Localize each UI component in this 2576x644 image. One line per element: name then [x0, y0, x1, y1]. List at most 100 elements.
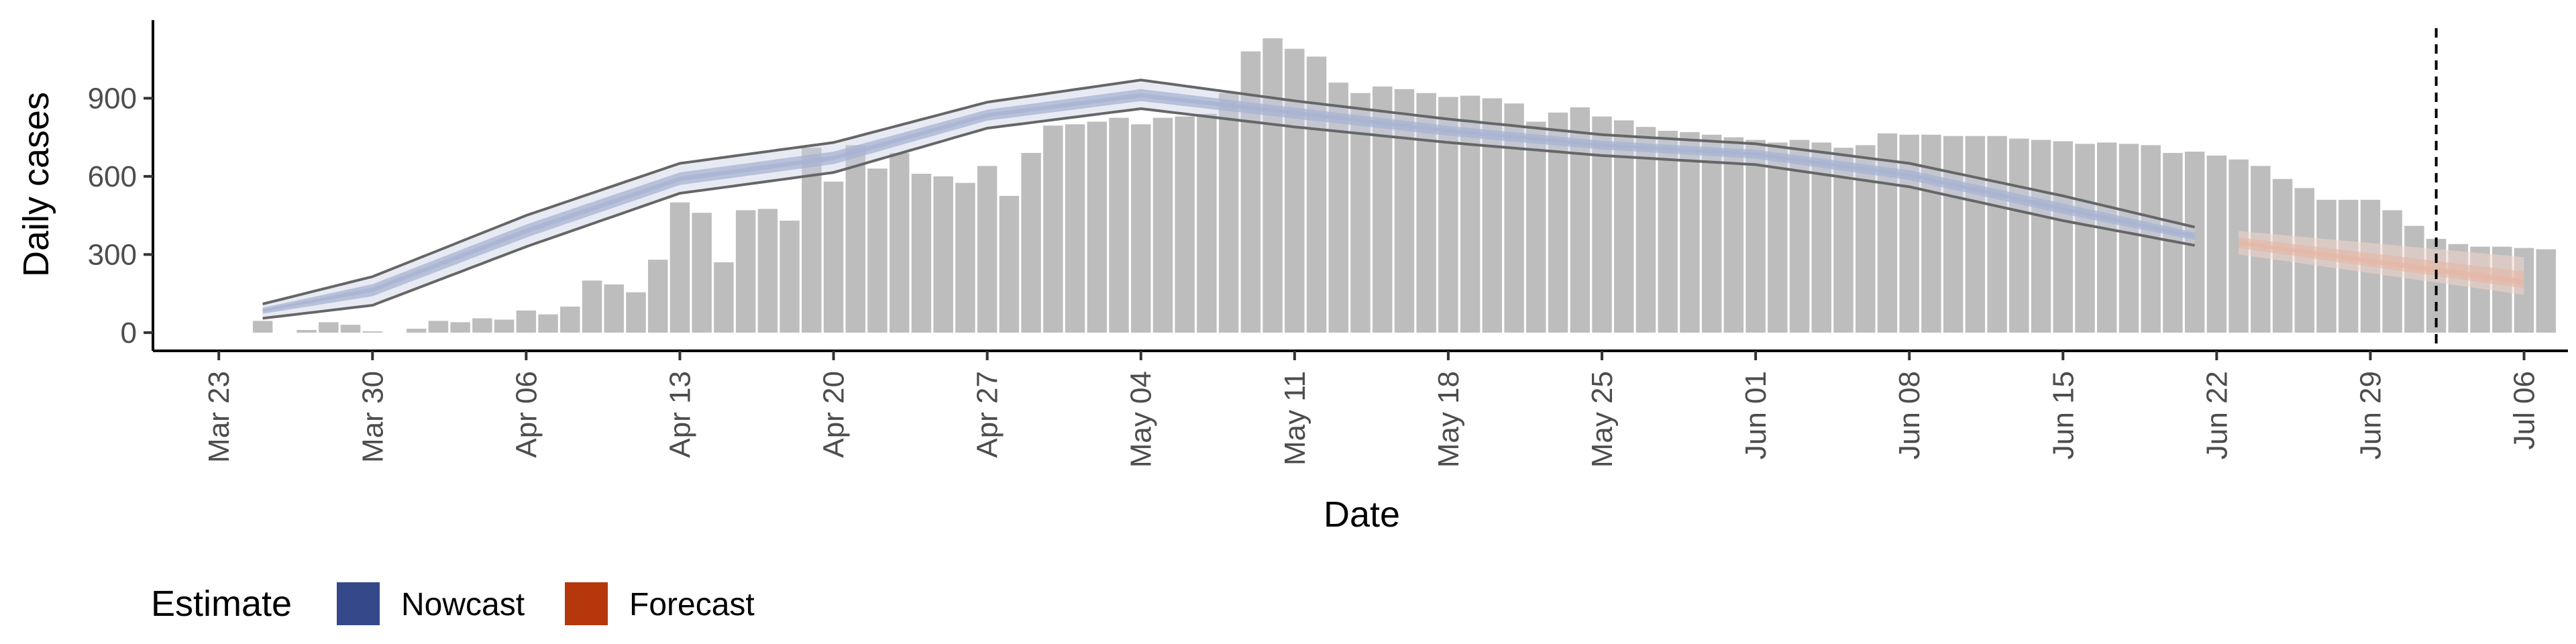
bar — [1723, 137, 1744, 333]
bar — [867, 168, 888, 333]
bar — [538, 314, 558, 333]
x-tick-label: May 04 — [1125, 371, 1158, 468]
bar — [1701, 134, 1722, 333]
nowcast-band-90 — [262, 80, 2195, 319]
bar — [911, 174, 932, 333]
bar — [1152, 117, 1173, 333]
estimate-lines-layer — [262, 78, 2196, 320]
bar — [407, 329, 427, 333]
bar — [2053, 141, 2073, 333]
bar — [1635, 127, 1656, 333]
bar — [1548, 112, 1568, 333]
x-tick-label: May 25 — [1586, 371, 1619, 468]
legend-swatch-nowcast — [337, 582, 380, 625]
bar — [955, 182, 975, 333]
bar — [1328, 83, 1348, 333]
bar — [1021, 152, 1041, 333]
bar — [823, 181, 844, 333]
x-tick-label: Apr 13 — [664, 371, 697, 458]
x-ticks: Mar 23 Mar 30 Apr 06 Apr 13 Apr 20 Apr 27 May … — [203, 351, 2541, 468]
bar — [1263, 38, 1283, 333]
x-tick-label: Jun 29 — [2355, 371, 2387, 460]
x-tick-label: Jun 01 — [1739, 371, 1772, 460]
bar — [648, 260, 668, 333]
bar — [472, 318, 492, 333]
bar — [1921, 134, 1941, 333]
bar — [1197, 113, 1217, 333]
y-tick-label: 300 — [88, 238, 137, 271]
y-axis-title: Daily cases — [16, 92, 56, 277]
bar — [2009, 138, 2029, 333]
bar — [428, 321, 449, 333]
bar — [845, 145, 865, 333]
x-tick-label: May 18 — [1432, 371, 1465, 468]
legend-title: Estimate — [151, 584, 292, 624]
y-tick-label: 600 — [88, 160, 137, 193]
bar — [714, 262, 734, 333]
x-tick-label: Mar 30 — [356, 371, 389, 463]
bar — [669, 202, 690, 333]
bars-layer — [252, 38, 2556, 333]
bar — [933, 176, 953, 333]
estimate-bands-layer — [262, 80, 2524, 319]
bar — [297, 329, 317, 333]
bar — [494, 319, 515, 333]
x-axis-title: Date — [1324, 494, 1400, 535]
bar — [2206, 155, 2227, 333]
bar — [2075, 144, 2095, 333]
y-tick-label: 900 — [88, 82, 137, 115]
bar — [1680, 131, 1700, 333]
y-tick-label: 0 — [121, 317, 137, 350]
nowcast-upper-line — [262, 78, 2196, 306]
bar — [1658, 130, 1678, 333]
bar — [1965, 136, 1986, 333]
bar — [1899, 134, 1919, 333]
bar — [340, 325, 361, 333]
axes-layer — [152, 20, 2568, 352]
legend-swatch-forecast — [565, 582, 608, 625]
x-tick-label: Jun 08 — [1893, 371, 1926, 460]
bar — [604, 284, 624, 333]
legend: Estimate Nowcast Forecast — [151, 582, 755, 625]
bar — [1856, 145, 1876, 333]
bar — [757, 209, 778, 333]
bar — [999, 196, 1020, 333]
bar — [735, 210, 756, 333]
bar — [780, 220, 800, 333]
bar — [1131, 124, 1151, 333]
bar — [1087, 121, 1107, 333]
bar — [362, 331, 382, 333]
x-tick-label: May 11 — [1279, 371, 1311, 466]
bar — [802, 148, 822, 333]
bar — [1109, 117, 1129, 333]
bar — [977, 166, 998, 333]
x-tick-label: Apr 06 — [510, 371, 543, 458]
bar — [1043, 125, 1063, 333]
bar — [2184, 152, 2205, 333]
legend-label-nowcast: Nowcast — [401, 587, 525, 623]
nowcast-lower-line — [262, 107, 2195, 320]
bar — [692, 213, 712, 333]
bar — [1285, 48, 1305, 333]
legend-label-forecast: Forecast — [629, 587, 755, 623]
bar — [626, 292, 646, 333]
bar — [1746, 140, 1766, 333]
x-tick-label: Apr 20 — [818, 371, 851, 458]
bar — [252, 321, 273, 333]
forecast-band-20 — [2239, 241, 2524, 285]
bar — [2118, 144, 2139, 333]
bar — [1526, 121, 1546, 333]
x-tick-label: Mar 23 — [203, 371, 235, 463]
bar — [1592, 116, 1612, 333]
bar — [1987, 136, 2007, 333]
x-tick-label: Apr 27 — [971, 371, 1004, 458]
bar — [1240, 51, 1261, 333]
x-tick-label: Jun 15 — [2047, 371, 2080, 460]
bar — [2536, 249, 2556, 333]
y-ticks: 0 300 600 900 — [88, 82, 153, 350]
bar — [2031, 140, 2051, 333]
x-tick-label: Jun 22 — [2200, 371, 2233, 460]
bar — [1768, 142, 1788, 333]
bar — [890, 152, 910, 333]
